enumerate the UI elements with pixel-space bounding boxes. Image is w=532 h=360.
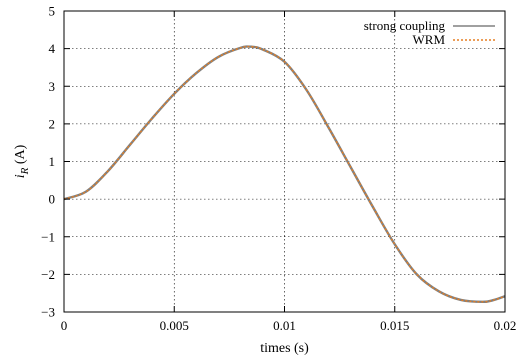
series-lines (63, 45, 506, 304)
y-axis-label-subscript: R (19, 167, 31, 175)
series-line-wrm (63, 45, 506, 303)
y-tick-label: 5 (49, 4, 56, 19)
y-tick-label: −1 (41, 229, 55, 244)
y-tick-label: −2 (41, 267, 55, 282)
grid (64, 11, 505, 312)
x-tick-label: 0 (61, 318, 68, 333)
x-tick-label: 0.005 (160, 318, 189, 333)
y-tick-label: 3 (49, 79, 56, 94)
x-axis-label: times (s) (260, 341, 309, 356)
y-tick-label: 0 (49, 192, 56, 207)
y-tick-label: 2 (49, 116, 56, 131)
y-tick-label: 4 (49, 41, 56, 56)
y-tick-label: −3 (41, 305, 55, 320)
y-axis-label-unit: (A) (13, 144, 28, 167)
legend-label: strong coupling (364, 18, 446, 33)
x-tick-label: 0.015 (380, 318, 409, 333)
y-tick-label: 1 (49, 154, 56, 169)
legend-label: WRM (413, 32, 446, 47)
y-axis-label: iR (A) (13, 144, 31, 178)
x-tick-label: 0.01 (273, 318, 296, 333)
x-tick-label: 0.02 (494, 318, 517, 333)
y-axis-label-main: i (13, 174, 28, 178)
axis-ticks: 0 0.005 0.01 0.015 0.02 −3 −2 −1 0 1 2 3 4 5 (41, 4, 516, 334)
